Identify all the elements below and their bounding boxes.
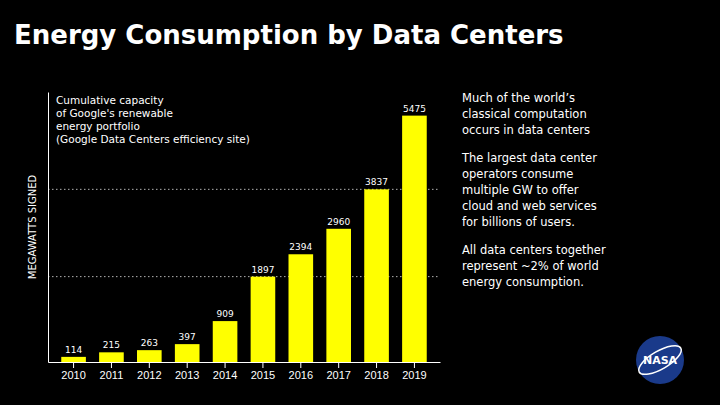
tick-mark (187, 362, 188, 368)
annotation: multiple GW to offer (462, 183, 579, 197)
tick-mark (149, 362, 150, 368)
subtitle: Cumulative capacityof Google's renewable… (56, 94, 250, 145)
tick-label: 2012 (137, 369, 161, 381)
tick-mark (414, 362, 415, 368)
annotation: The largest data center (461, 151, 597, 165)
tick: 2015 (251, 362, 275, 381)
annotation: All data centers together (462, 243, 606, 257)
data-label: 909 (216, 309, 233, 319)
annotation: Much of the world’s (462, 91, 575, 105)
tick-label: 2011 (100, 369, 124, 381)
tick-label: 2010 (61, 369, 85, 381)
title: Energy Consumption by Data Centers (14, 20, 564, 50)
tick: 2017 (326, 362, 350, 381)
data-label: 263 (141, 338, 158, 348)
data-label: 114 (65, 345, 82, 355)
tick-label: 2015 (251, 369, 275, 381)
data-label: 1897 (251, 265, 274, 275)
annotation: cloud and web services (462, 199, 597, 213)
tick-mark (225, 362, 226, 368)
bar (251, 277, 276, 362)
tick: 2014 (213, 362, 237, 381)
bar (213, 321, 238, 362)
tick: 2013 (175, 362, 199, 381)
annotation: operators consume (462, 167, 573, 181)
bar (289, 254, 314, 362)
data-label: 3837 (365, 177, 388, 187)
subtitle-line: Cumulative capacity (56, 94, 164, 106)
tick: 2011 (100, 362, 124, 381)
annotation: represent ~2% of world (462, 259, 599, 273)
logo: NASA (635, 336, 686, 384)
tick-mark (262, 362, 263, 368)
annotation: classical computation (462, 107, 587, 121)
bar (175, 344, 200, 362)
tick-mark (111, 362, 112, 368)
logo-circle (636, 336, 684, 384)
tick: 2019 (402, 362, 426, 381)
annotation: for billions of users. (462, 215, 575, 229)
logo-text: NASA (643, 354, 678, 367)
tick-label: 2013 (175, 369, 199, 381)
data-label: 215 (103, 340, 120, 350)
bar (364, 189, 389, 362)
bar (402, 116, 427, 362)
tick-label: 2016 (289, 369, 313, 381)
subtitle-line: energy portfolio (56, 120, 140, 132)
data-label: 2394 (289, 242, 312, 252)
bar (99, 352, 124, 362)
tick-label: 2018 (364, 369, 388, 381)
tick-mark (338, 362, 339, 368)
axis-domain (49, 362, 441, 363)
tick: 2010 (61, 362, 85, 381)
axis-domain (48, 93, 49, 363)
data-label: 2960 (327, 217, 350, 227)
tick-mark (73, 362, 74, 368)
annotation: occurs in data centers (462, 123, 590, 137)
y-axis-title: MEGAWATTS SIGNED (27, 174, 38, 279)
tick: 2012 (137, 362, 161, 381)
data-label: 5475 (403, 104, 426, 114)
tick-label: 2014 (213, 369, 237, 381)
tick-label: 2017 (326, 369, 350, 381)
bar (137, 350, 162, 362)
data-label: 397 (179, 332, 196, 342)
tick-mark (300, 362, 301, 368)
tick-mark (376, 362, 377, 368)
chart: Energy Consumption by Data Centers 114 215… (0, 0, 720, 405)
tick-label: 2019 (402, 369, 426, 381)
subtitle-line: (Google Data Centers efficiency site) (56, 133, 250, 145)
annotations: Much of the world’s classical computation… (461, 91, 606, 289)
background (0, 0, 720, 405)
annotation: energy consumption. (462, 275, 584, 289)
plot-area (48, 116, 440, 362)
bar (326, 229, 351, 362)
bar (61, 357, 86, 362)
subtitle-line: of Google's renewable (56, 107, 173, 119)
tick: 2018 (364, 362, 388, 381)
x-axis: 2010 2011 2012 2013 2014 2015 2016 2017 2018 2019 (49, 362, 441, 381)
tick: 2016 (289, 362, 313, 381)
y-axis (48, 93, 49, 363)
logo-orbit (635, 340, 686, 380)
